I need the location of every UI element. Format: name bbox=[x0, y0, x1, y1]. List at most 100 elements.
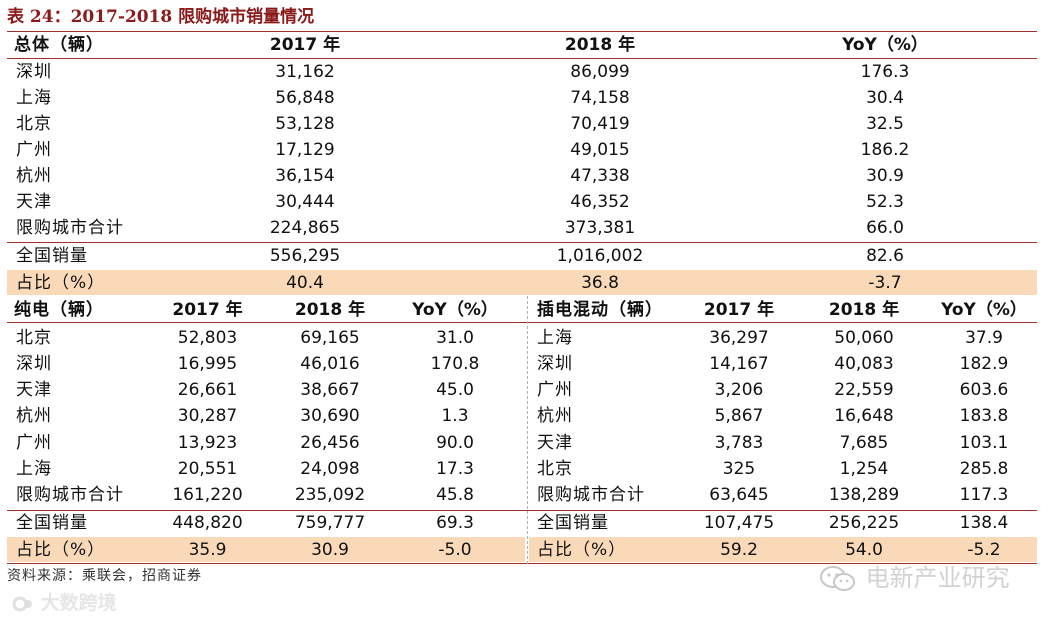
city-name: 北京 bbox=[16, 114, 52, 134]
value-2017: 56,848 bbox=[275, 88, 335, 108]
phev-header-2018: 2018 年 bbox=[828, 300, 900, 320]
value-2018: 47,338 bbox=[570, 166, 630, 186]
ev-header-label: 纯电（辆） bbox=[14, 300, 104, 320]
value-2018: 22,559 bbox=[834, 380, 894, 400]
ev-header-2017: 2017 年 bbox=[172, 300, 243, 320]
value-yoy: 31.0 bbox=[436, 328, 474, 348]
table-row: 上海 36,297 50,060 37.9 bbox=[529, 325, 1049, 351]
value-yoy: 17.3 bbox=[436, 459, 474, 479]
city-name: 杭州 bbox=[16, 166, 52, 186]
value-yoy: 69.3 bbox=[436, 513, 474, 533]
value-2018: 70,419 bbox=[570, 114, 630, 134]
value-2017: 161,220 bbox=[172, 485, 243, 505]
value-yoy: 186.2 bbox=[860, 140, 910, 160]
watermark-left: 大数跨境 bbox=[12, 588, 117, 615]
city-name: 深圳 bbox=[16, 354, 52, 374]
value-2017: 107,475 bbox=[703, 513, 775, 533]
table-row: 北京 53,128 70,419 32.5 bbox=[0, 111, 1058, 137]
value-2018: 1,254 bbox=[839, 459, 889, 479]
value-yoy: 603.6 bbox=[959, 380, 1009, 400]
table-row: 全国销量 107,475 256,225 138.4 bbox=[529, 510, 1049, 536]
table-row: 限购城市合计 161,220 235,092 45.8 bbox=[0, 482, 527, 508]
table-row: 广州 13,923 26,456 90.0 bbox=[0, 430, 527, 456]
city-name: 全国销量 bbox=[16, 513, 88, 533]
table-row: 全国销量 448,820 759,777 69.3 bbox=[0, 510, 527, 536]
value-yoy: 82.6 bbox=[866, 246, 904, 266]
value-yoy: 90.0 bbox=[436, 433, 474, 453]
city-name: 占比（%） bbox=[537, 540, 627, 560]
value-2017: 448,820 bbox=[172, 513, 243, 533]
value-yoy: -5.2 bbox=[967, 540, 1001, 560]
city-name: 上海 bbox=[16, 459, 52, 479]
city-name: 北京 bbox=[16, 328, 52, 348]
value-2018: 36.8 bbox=[581, 273, 619, 293]
rule-above-national bbox=[7, 242, 1037, 243]
value-2018: 373,381 bbox=[564, 218, 636, 238]
ev-header-yoy: YoY（%） bbox=[412, 300, 498, 320]
table-row: 天津 3,783 7,685 103.1 bbox=[529, 430, 1049, 456]
table-row: 北京 52,803 69,165 31.0 bbox=[0, 325, 527, 351]
table-row: 深圳 16,995 46,016 170.8 bbox=[0, 351, 527, 377]
value-2018: 38,667 bbox=[300, 380, 360, 400]
share-highlight-top bbox=[7, 270, 1037, 295]
city-name: 北京 bbox=[537, 459, 573, 479]
value-2018: 30.9 bbox=[311, 540, 349, 560]
city-name: 全国销量 bbox=[16, 246, 88, 266]
value-yoy: 45.8 bbox=[436, 485, 474, 505]
value-yoy: 30.4 bbox=[866, 88, 904, 108]
value-2017: 35.9 bbox=[188, 540, 227, 560]
table-row: 全国销量 556,295 1,016,002 82.6 bbox=[0, 243, 1058, 269]
value-2017: 30,287 bbox=[177, 406, 238, 426]
value-2018: 69,165 bbox=[300, 328, 360, 348]
value-2017: 17,129 bbox=[275, 140, 335, 160]
overall-header-row: 总体（辆） 2017 年 2018 年 YoY（%） bbox=[0, 32, 1058, 58]
value-yoy: 103.1 bbox=[959, 433, 1009, 453]
city-name: 杭州 bbox=[16, 406, 52, 426]
city-name: 深圳 bbox=[537, 354, 573, 374]
phev-header-row: 插电混动（辆） 2017 年 2018 年 YoY（%） bbox=[529, 297, 1049, 323]
source-note: 资料来源：乘联会，招商证券 bbox=[7, 568, 202, 584]
table-row: 杭州 36,154 47,338 30.9 bbox=[0, 163, 1058, 189]
value-2017: 20,551 bbox=[177, 459, 238, 479]
table-row: 占比（%） 59.2 54.0 -5.2 bbox=[529, 537, 1049, 563]
value-yoy: 138.4 bbox=[959, 513, 1009, 533]
table-row: 北京 325 1,254 285.8 bbox=[529, 456, 1049, 482]
table-row: 占比（%） 40.4 36.8 -3.7 bbox=[0, 270, 1058, 296]
ev-header-2018: 2018 年 bbox=[294, 300, 366, 320]
value-2018: 49,015 bbox=[570, 140, 630, 160]
table-row: 广州 17,129 49,015 186.2 bbox=[0, 137, 1058, 163]
value-yoy: 285.8 bbox=[959, 459, 1009, 479]
city-name: 限购城市合计 bbox=[16, 218, 124, 238]
value-2018: 7,685 bbox=[839, 433, 889, 453]
value-yoy: 176.3 bbox=[860, 62, 910, 82]
value-2017: 63,645 bbox=[709, 485, 769, 505]
value-2017: 13,923 bbox=[177, 433, 238, 453]
value-2018: 46,016 bbox=[300, 354, 360, 374]
value-2018: 235,092 bbox=[294, 485, 366, 505]
value-2017: 59.2 bbox=[720, 540, 758, 560]
value-2018: 256,225 bbox=[828, 513, 900, 533]
table-title: 表 24：2017-2018 限购城市销量情况 bbox=[7, 7, 315, 27]
value-yoy: 52.3 bbox=[866, 192, 904, 212]
value-2017: 30,444 bbox=[275, 192, 335, 212]
table-row: 上海 20,551 24,098 17.3 bbox=[0, 456, 527, 482]
table-row: 限购城市合计 63,645 138,289 117.3 bbox=[529, 482, 1049, 508]
value-2017: 325 bbox=[722, 459, 756, 479]
value-2017: 5,867 bbox=[714, 406, 764, 426]
brand-logo-icon bbox=[12, 596, 32, 611]
value-2018: 759,777 bbox=[294, 513, 366, 533]
share-highlight-phev bbox=[529, 537, 1037, 562]
city-name: 天津 bbox=[537, 433, 573, 453]
share-highlight-ev bbox=[7, 537, 525, 562]
value-2018: 46,352 bbox=[570, 192, 630, 212]
phev-header-yoy: YoY（%） bbox=[941, 300, 1027, 320]
value-yoy: 66.0 bbox=[866, 218, 904, 238]
value-2017: 14,167 bbox=[709, 354, 769, 374]
value-2017: 3,783 bbox=[714, 433, 764, 453]
value-yoy: 45.0 bbox=[436, 380, 474, 400]
rule-top bbox=[7, 31, 1037, 32]
city-name: 广州 bbox=[16, 433, 52, 453]
city-name: 全国销量 bbox=[537, 513, 609, 533]
value-yoy: 1.3 bbox=[441, 406, 469, 426]
value-yoy: 37.9 bbox=[965, 328, 1003, 348]
